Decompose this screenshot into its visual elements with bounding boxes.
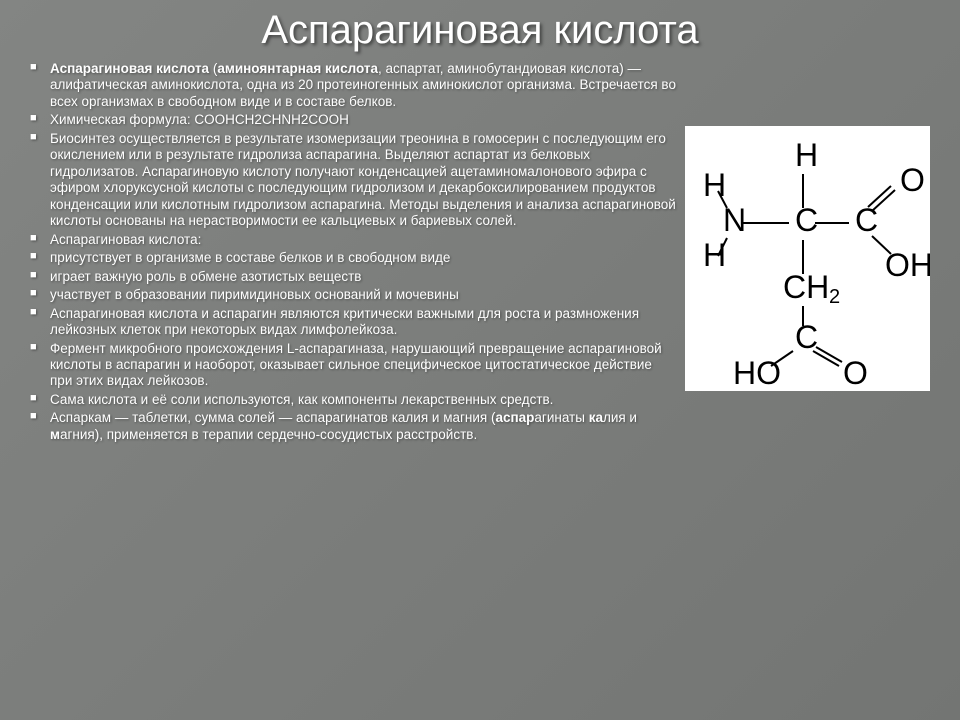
- svg-text:HO: HO: [733, 355, 781, 391]
- svg-text:H: H: [703, 167, 726, 203]
- molecule-svg: HNHHCCOOHCH2CHOO: [685, 126, 930, 391]
- bullet-item: играет важную роль в обмене азотистых ве…: [30, 269, 677, 285]
- bullet-item: Биосинтез осуществляется в результате из…: [30, 131, 677, 230]
- svg-text:O: O: [900, 162, 925, 198]
- bullet-item: Аспарагиновая кислота:: [30, 232, 677, 248]
- svg-text:2: 2: [829, 286, 840, 308]
- bullet-item: Химическая формула: COOHCH2CHNH2COOH: [30, 112, 677, 128]
- bullet-item: Аспарагиновая кислота (аминоянтарная кис…: [30, 61, 677, 110]
- svg-text:C: C: [795, 202, 818, 238]
- svg-text:C: C: [795, 319, 818, 355]
- svg-text:C: C: [855, 202, 878, 238]
- svg-text:H: H: [795, 137, 818, 173]
- slide-title: Аспарагиновая кислота: [30, 8, 930, 53]
- bullet-item: присутствует в организме в составе белко…: [30, 250, 677, 266]
- svg-text:O: O: [843, 355, 868, 391]
- bullet-item: Аспаркам — таблетки, сумма солей — аспар…: [30, 410, 677, 443]
- bullet-list: Аспарагиновая кислота (аминоянтарная кис…: [30, 61, 677, 443]
- bullet-item: Сама кислота и её соли используются, как…: [30, 392, 677, 408]
- molecule-diagram: HNHHCCOOHCH2CHOO: [685, 126, 930, 391]
- svg-text:H: H: [703, 237, 726, 273]
- bullet-item: Аспарагиновая кислота и аспарагин являют…: [30, 306, 677, 339]
- svg-text:OH: OH: [885, 247, 930, 283]
- bullet-item: Фермент микробного происхождения L-аспар…: [30, 341, 677, 390]
- image-column: HNHHCCOOHCH2CHOO: [685, 61, 930, 445]
- svg-text:N: N: [723, 202, 746, 238]
- svg-text:CH: CH: [783, 269, 829, 305]
- text-column: Аспарагиновая кислота (аминоянтарная кис…: [30, 61, 685, 445]
- bullet-item: участвует в образовании пиримидиновых ос…: [30, 287, 677, 303]
- content-row: Аспарагиновая кислота (аминоянтарная кис…: [30, 61, 930, 445]
- slide: Аспарагиновая кислота Аспарагиновая кисл…: [0, 0, 960, 720]
